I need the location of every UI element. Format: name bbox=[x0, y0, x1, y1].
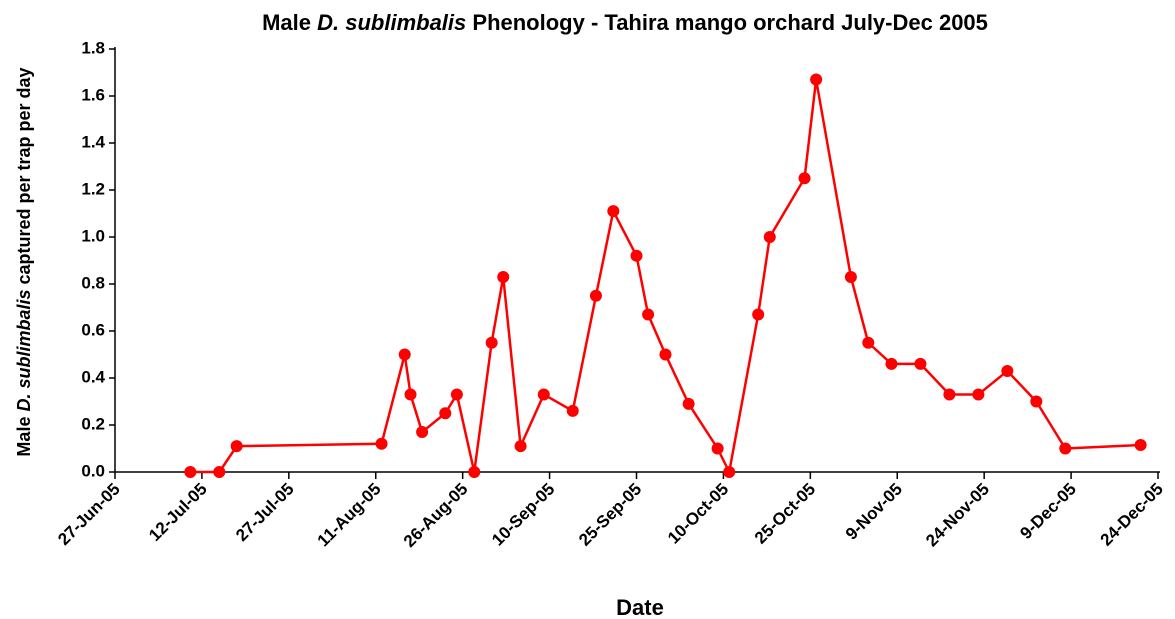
x-tick-label: 26-Aug-05 bbox=[400, 479, 472, 551]
y-tick-label: 0.0 bbox=[81, 461, 105, 480]
x-tick-label: 25-Oct-05 bbox=[751, 479, 819, 547]
data-point bbox=[862, 336, 875, 349]
data-point bbox=[514, 440, 527, 453]
data-point bbox=[798, 172, 811, 185]
y-label-part: captured per trap per day bbox=[14, 67, 34, 289]
data-point bbox=[885, 357, 898, 370]
y-tick-label: 0.4 bbox=[81, 367, 105, 386]
y-label-part: D. sublimbalis bbox=[14, 290, 34, 412]
data-point bbox=[184, 466, 197, 478]
x-tick-label: 10-Sep-05 bbox=[488, 479, 558, 549]
data-point bbox=[398, 348, 411, 361]
data-point bbox=[763, 231, 776, 243]
y-tick-label: 1.2 bbox=[81, 179, 105, 198]
data-point bbox=[630, 249, 643, 262]
data-point bbox=[659, 348, 672, 361]
x-tick-label: 9-Dec-05 bbox=[1016, 479, 1080, 543]
data-point bbox=[972, 388, 985, 401]
y-tick-label: 1.0 bbox=[81, 226, 105, 245]
x-tick-label: 24-Dec-05 bbox=[1097, 479, 1167, 549]
y-tick-label: 1.6 bbox=[81, 85, 105, 104]
data-point bbox=[485, 336, 498, 349]
x-tick-label: 27-Jun-05 bbox=[54, 479, 124, 549]
data-line bbox=[190, 78, 1141, 474]
y-label-part: Male bbox=[14, 412, 34, 457]
data-point bbox=[711, 442, 724, 455]
data-point bbox=[607, 205, 620, 218]
data-point bbox=[537, 388, 550, 401]
data-point bbox=[497, 270, 510, 283]
data-point bbox=[810, 73, 823, 86]
x-tick-label: 11-Aug-05 bbox=[314, 479, 385, 550]
data-point bbox=[450, 388, 463, 401]
data-point bbox=[404, 388, 417, 401]
x-tick-label: 25-Sep-05 bbox=[575, 479, 645, 549]
title-part: Male bbox=[262, 10, 317, 35]
y-tick-label: 0.8 bbox=[81, 273, 105, 292]
data-point bbox=[230, 440, 243, 453]
data-point bbox=[752, 308, 765, 321]
data-point bbox=[1134, 438, 1147, 451]
y-tick-label: 0.6 bbox=[81, 320, 105, 339]
data-point bbox=[375, 437, 388, 450]
x-tick-label: 9-Nov-05 bbox=[842, 479, 906, 543]
y-tick-label: 0.2 bbox=[81, 414, 105, 433]
data-point bbox=[416, 426, 429, 439]
data-point bbox=[642, 308, 655, 321]
data-point bbox=[682, 397, 695, 410]
y-axis-label: Male D. sublimbalis captured per trap pe… bbox=[14, 67, 34, 456]
data-point bbox=[213, 466, 226, 478]
x-tick-label: 12-Jul-05 bbox=[145, 479, 211, 545]
data-point bbox=[1001, 364, 1014, 377]
data-point bbox=[844, 270, 857, 283]
x-tick-label: 10-Oct-05 bbox=[664, 479, 732, 547]
data-point bbox=[589, 289, 602, 302]
data-point bbox=[914, 357, 927, 370]
data-point bbox=[943, 388, 956, 401]
data-point bbox=[723, 466, 736, 478]
data-point bbox=[1059, 442, 1072, 455]
y-tick-label: 1.4 bbox=[81, 132, 105, 151]
y-tick-label: 1.8 bbox=[81, 38, 105, 57]
data-point bbox=[468, 466, 481, 478]
title-part: Phenology - Tahira mango orchard July-De… bbox=[466, 10, 988, 35]
x-tick-label: 24-Nov-05 bbox=[922, 479, 993, 550]
x-tick-label: 27-Jul-05 bbox=[232, 479, 298, 545]
data-point bbox=[1030, 395, 1043, 408]
chart-title: Male D. sublimbalis Phenology - Tahira m… bbox=[262, 10, 988, 35]
data-point bbox=[566, 404, 579, 417]
title-part: D. sublimbalis bbox=[317, 10, 466, 35]
data-point bbox=[439, 407, 452, 420]
x-axis-label: Date bbox=[616, 595, 664, 619]
